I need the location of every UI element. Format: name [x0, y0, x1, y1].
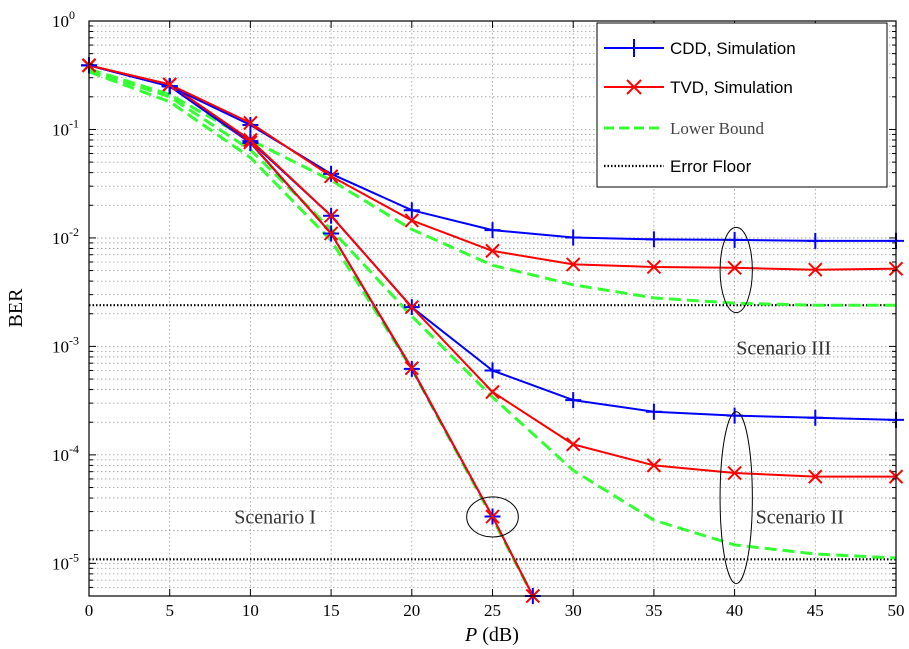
- legend-label: Error Floor: [670, 157, 752, 176]
- x-tick-labels: 0 5 10 15 20 25 30 35 40 45 50: [85, 601, 905, 620]
- x-axis-label: P (dB): [464, 624, 519, 646]
- cdd-marker: [726, 407, 743, 424]
- x-tick-label: 25: [484, 601, 501, 620]
- cdd-marker: [807, 409, 824, 426]
- scenario-label: Scenario III: [736, 337, 831, 359]
- legend-marker-x: [626, 79, 642, 95]
- legend-label: CDD, Simulation: [670, 39, 796, 58]
- scenario-annotations: Scenario I Scenario II Scenario III: [234, 337, 844, 528]
- tvd-marker: [485, 509, 500, 524]
- cdd-marker: [726, 231, 743, 248]
- x-tick-label: 20: [403, 601, 420, 620]
- tvd-marker: [646, 259, 662, 275]
- x-tick-label: 10: [242, 601, 259, 620]
- tvd-marker: [485, 243, 500, 259]
- scenario-ellipse: [466, 496, 519, 538]
- cdd-marker: [807, 232, 824, 249]
- y-tick-label: 10-3: [52, 333, 79, 356]
- cdd-marker: [565, 229, 582, 246]
- x-tick-label: 5: [165, 601, 174, 620]
- cdd-marker: [323, 165, 340, 182]
- axis-ticks: [88, 21, 897, 596]
- tvd-marker: [323, 169, 339, 184]
- x-tick-label: 50: [888, 601, 905, 620]
- x-tick-label: 45: [807, 601, 824, 620]
- scenario-label: Scenario I: [234, 507, 316, 529]
- tvd-marker: [485, 384, 500, 400]
- tvd-marker: [565, 437, 581, 452]
- cdd-marker: [645, 231, 662, 248]
- cdd-marker: [565, 392, 582, 409]
- legend: CDD, Simulation TVD, Simulation Lower Boun…: [596, 22, 888, 188]
- tvd-marker: [646, 458, 662, 473]
- y-tick-label: 10-4: [52, 442, 79, 465]
- tvd-marker: [808, 469, 823, 484]
- scenario-ellipse: [719, 226, 753, 314]
- x-tick-label: 35: [645, 601, 662, 620]
- tvd-marker: [727, 465, 742, 481]
- cdd-marker: [242, 116, 259, 133]
- tvd-marker: [162, 77, 177, 92]
- legend-box: [596, 22, 888, 188]
- scenario-label: Scenario II: [756, 507, 844, 529]
- y-tick-label: 100: [52, 8, 75, 31]
- scenario-ellipses: [466, 226, 753, 585]
- legend-marker-plus: [625, 39, 643, 57]
- tvd-marker: [404, 360, 420, 376]
- x-tick-label: 30: [565, 601, 582, 620]
- tvd-marker: [727, 260, 742, 276]
- legend-label: TVD, Simulation: [670, 78, 793, 97]
- cdd-marker: [403, 202, 420, 219]
- scenario-ellipse: [719, 411, 753, 585]
- tvd-marker: [323, 226, 339, 241]
- x-tick-label: 40: [726, 601, 743, 620]
- legend-label: Lower Bound: [670, 119, 764, 138]
- cdd-marker: [161, 78, 178, 95]
- lower-bound-series-II: [89, 69, 896, 560]
- cdd-marker: [484, 362, 501, 379]
- y-tick-label: 10-1: [52, 116, 79, 139]
- tvd-marker: [565, 257, 581, 272]
- tvd-marker: [404, 299, 420, 315]
- tvd-marker: [243, 115, 258, 131]
- y-axis-label: BER: [5, 288, 27, 328]
- y-tick-labels: 100 10-1 10-2 10-3 10-4 10-5: [52, 8, 79, 573]
- x-tick-label: 0: [85, 601, 94, 620]
- tvd-marker: [404, 213, 420, 228]
- tvd-marker: [323, 208, 339, 224]
- x-tick-label: 15: [323, 601, 340, 620]
- y-tick-label: 10-2: [52, 225, 79, 248]
- cdd-marker: [484, 222, 501, 239]
- cdd-marker: [645, 403, 662, 420]
- tvd-marker: [808, 262, 823, 277]
- tvd-marker: [243, 132, 258, 148]
- y-tick-label: 10-5: [52, 550, 79, 573]
